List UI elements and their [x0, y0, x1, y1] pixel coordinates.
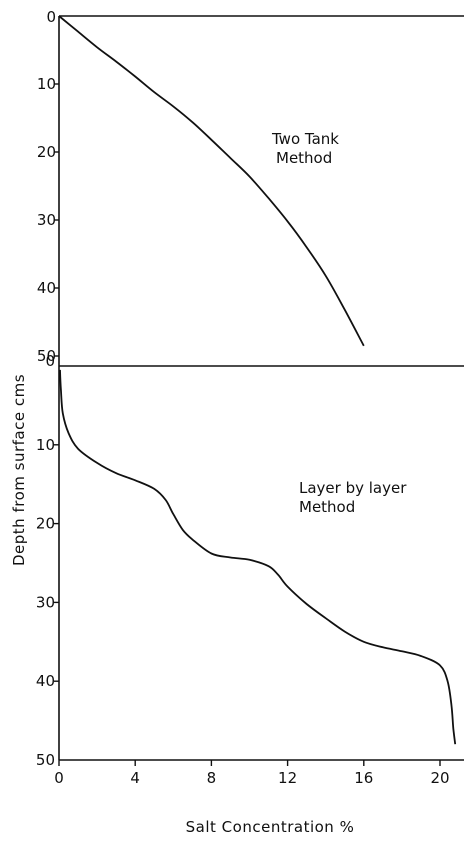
bottom-y-tick-label: 10	[36, 436, 55, 454]
bottom-panel-x-ticks: 0 4 8 12 16 20	[54, 760, 450, 787]
two-tank-curve	[58, 15, 365, 347]
bottom-y-tick-label: 40	[36, 672, 55, 690]
top-panel: 0 10 20 30 40 50 Two Tank Method	[37, 8, 464, 366]
bottom-x-tick-label: 8	[207, 769, 217, 787]
bottom-y-tick-label: 0	[45, 352, 55, 370]
x-axis-label: Salt Concentration %	[186, 818, 355, 836]
bottom-x-tick-label: 0	[54, 769, 64, 787]
y-axis-label: Depth from surface cms	[10, 374, 28, 566]
bottom-y-tick-label: 30	[36, 593, 55, 611]
bottom-x-tick-label: 12	[278, 769, 297, 787]
top-y-tick-label: 10	[37, 75, 56, 93]
top-y-tick-label: 40	[37, 279, 56, 297]
top-y-tick-label: 50	[37, 347, 56, 365]
bottom-x-tick-label: 20	[430, 769, 449, 787]
bottom-y-tick-label: 50	[36, 751, 55, 769]
top-panel-y-ticks: 0 10 20 30 40 50	[37, 8, 59, 365]
bottom-panel-y-ticks: 0 10 20 30 40 50	[36, 352, 59, 769]
top-y-tick-label: 30	[37, 211, 56, 229]
bottom-x-tick-label: 16	[354, 769, 373, 787]
top-y-tick-label: 20	[37, 143, 56, 161]
layer-annotation-line1: Layer by layer	[299, 479, 407, 497]
bottom-y-tick-label: 20	[36, 515, 55, 533]
top-y-tick-label: 0	[46, 8, 56, 26]
two-tank-annotation-line1: Two Tank	[271, 130, 339, 148]
bottom-x-tick-label: 4	[130, 769, 140, 787]
layer-by-layer-curve	[59, 369, 457, 745]
bottom-panel: 0 10 20 30 40 50 0 4 8 12 16 20 Layer by layer Met…	[36, 352, 464, 836]
two-tank-annotation-line2: Method	[276, 149, 332, 167]
layer-annotation-line2: Method	[299, 498, 355, 516]
